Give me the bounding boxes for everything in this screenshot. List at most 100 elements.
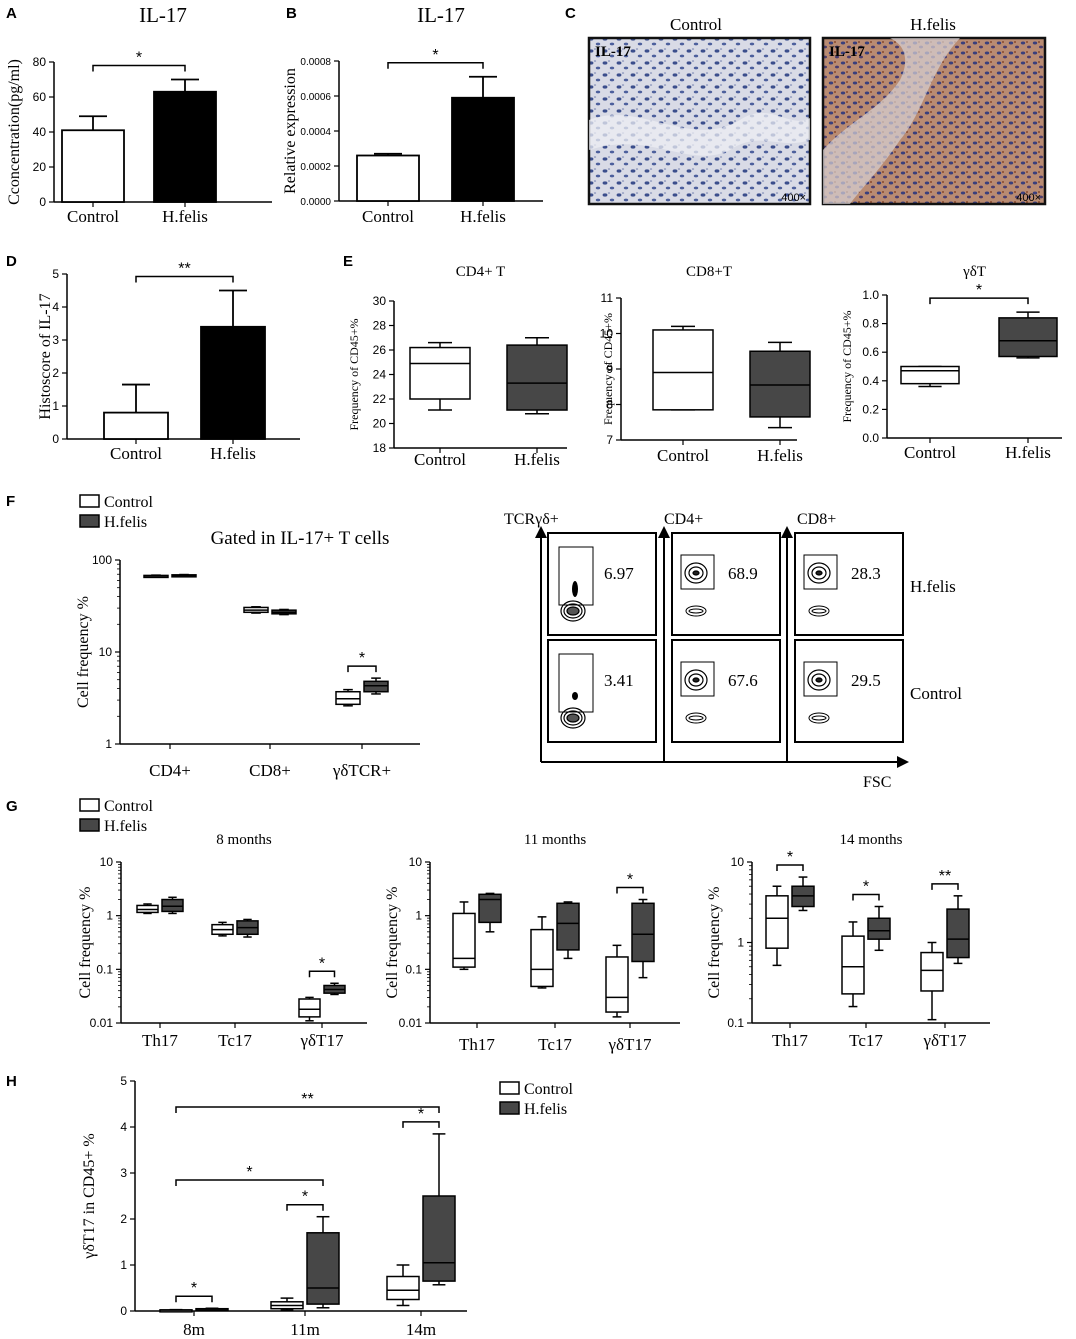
box-iqr — [478, 893, 502, 924]
panel-G1-axes: 0.01 0.1 1 10 Th17 Tc17 γδT17 Cell frequency % 8… — [77, 832, 367, 1050]
significance-G1-0: * — [308, 955, 336, 978]
legend-label: Control — [104, 494, 153, 511]
x-tick-label: Tc17 — [538, 1035, 572, 1054]
legend: Control H.felis — [79, 494, 153, 531]
flow-population-contour — [808, 712, 830, 724]
y-tick-label: 22 — [373, 392, 387, 406]
chart-title: 14 months — [840, 832, 903, 848]
chart-title: IL-17 — [417, 3, 465, 27]
box-H.felis-8m — [195, 1307, 229, 1312]
box-iqr — [530, 928, 554, 988]
y-tick-label: 0 — [120, 1304, 127, 1318]
y-tick-label: 1 — [106, 909, 113, 923]
legend-label: Control — [524, 1081, 573, 1098]
y-tick-label: 9 — [606, 362, 613, 376]
flow-column-label-cd4: CD4+ — [664, 511, 703, 528]
flow-plot-frame — [671, 532, 781, 636]
box-H.felis-CD8+ — [271, 608, 297, 616]
y-tick-label: 0.0008 — [300, 57, 331, 68]
histology-magnification-hfelis: 400× — [1016, 192, 1041, 204]
flow-positive-population — [807, 562, 831, 584]
x-tick-label: Control — [110, 444, 162, 463]
flow-positive-population — [807, 669, 831, 691]
box-Control-Control — [652, 325, 714, 411]
box-Control-Th17 — [136, 903, 159, 915]
legend-swatch — [79, 818, 100, 832]
legend-swatch — [79, 494, 100, 508]
panel-label-H: H — [6, 1073, 17, 1090]
box-H.felis-H.felis — [506, 337, 568, 415]
panel-F-axes: 1 10 100 CD4+ CD8+ γδTCR+ Cell frequency % Gate… — [75, 528, 420, 780]
box-iqr — [631, 902, 655, 963]
y-tick-label: 80 — [33, 55, 47, 69]
box-Control-γδT17 — [605, 944, 629, 1018]
y-tick-label: 20 — [373, 417, 387, 431]
flow-plot-Control-CD4+: 67.6 — [671, 639, 781, 743]
box-iqr — [900, 365, 960, 385]
histology-stain-hfelis: IL-17 — [829, 44, 865, 60]
y-axis-label: Cconcentration(pg/ml) — [6, 59, 23, 205]
y-tick-label: 0 — [52, 432, 59, 446]
legend-swatch — [499, 1081, 520, 1095]
flow-plot-frame — [794, 639, 904, 743]
significance-G3-1: * — [852, 879, 880, 901]
flow-axis-x-arrow — [897, 756, 909, 768]
flow-percentage: 29.5 — [851, 671, 881, 690]
x-tick-label: H.felis — [514, 450, 560, 469]
box-iqr — [506, 344, 568, 411]
flow-plot-frame — [547, 639, 657, 743]
x-tick-label: Th17 — [772, 1031, 808, 1050]
flow-population-contour — [560, 707, 586, 729]
box-H.felis-H.felis — [749, 341, 811, 429]
box-iqr — [452, 912, 476, 968]
box-Control-Th17 — [452, 901, 476, 971]
panel-E2-axes: 7 8 9 10 11 Control H.felis Frequency of CD45+%… — [600, 264, 803, 465]
flow-population-contour — [563, 603, 583, 619]
flow-percentage: 67.6 — [728, 671, 758, 690]
box-iqr — [765, 895, 789, 949]
panel-label-A: A — [6, 5, 17, 22]
box-iqr — [386, 1275, 420, 1301]
flow-plot-H.felis-TCRγδ+: 6.97 — [547, 532, 657, 636]
flow-positive-population — [684, 669, 708, 691]
panel-A-axes: 0 20 40 60 80 Control H.felis Cconcentration(pg… — [6, 3, 272, 226]
flow-gate — [803, 554, 838, 590]
significance-H-span-4: ** — [175, 1091, 440, 1113]
y-tick-label: 100 — [92, 553, 112, 567]
x-tick-label: Control — [362, 207, 414, 226]
box-H.felis-γδT17 — [323, 982, 346, 996]
y-tick-label: 5 — [120, 1074, 127, 1088]
flow-population-contour — [808, 605, 830, 617]
panel-label-F: F — [6, 493, 15, 510]
y-axis-label: γδT17 in CD45+ % — [81, 1133, 98, 1259]
box-Control-Th17 — [765, 885, 789, 967]
x-tick-label: Tc17 — [218, 1031, 252, 1050]
y-tick-label: 0.6 — [862, 345, 879, 359]
box-iqr — [749, 350, 811, 418]
significance-bracket — [852, 893, 880, 901]
chart-title: CD8+T — [686, 264, 732, 280]
y-tick-label: 0.0002 — [300, 162, 331, 173]
x-tick-label: γδTCR+ — [332, 761, 391, 780]
y-tick-label: 0.0004 — [300, 127, 331, 138]
significance-label: * — [627, 872, 633, 889]
y-tick-label: 18 — [373, 441, 387, 455]
box-Control-CD4+ — [143, 574, 169, 579]
significance-label: ** — [939, 868, 951, 885]
box-H.felis-11m — [306, 1215, 340, 1309]
x-tick-label: CD4+ — [149, 761, 191, 780]
box-iqr — [335, 690, 361, 706]
panel-B-axes: 0.0000 0.0002 0.0004 0.0006 0.0008 Control H.f… — [282, 3, 543, 226]
histology-magnification-control: 400× — [781, 192, 806, 204]
box-iqr — [556, 902, 580, 951]
flow-separator-2-arrow — [781, 526, 793, 538]
flow-population-contour — [811, 715, 827, 721]
flow-plot-frame — [547, 532, 657, 636]
x-tick-label: Control — [904, 443, 956, 462]
y-tick-label: 0.0000 — [300, 197, 331, 208]
chart-title: Gated in IL-17+ T cells — [211, 528, 390, 549]
legend-label: H.felis — [104, 514, 147, 531]
significance-label: * — [418, 1106, 424, 1123]
flow-percentage: 6.97 — [604, 564, 634, 583]
